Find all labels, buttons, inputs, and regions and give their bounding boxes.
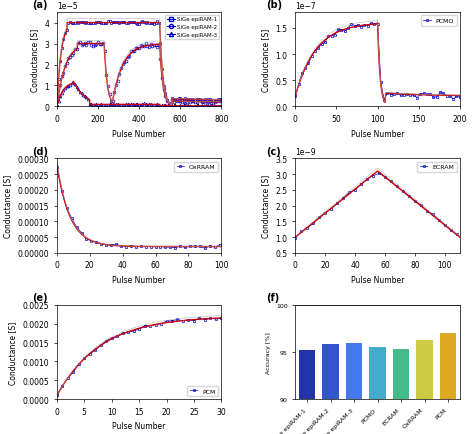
Text: (e): (e): [32, 293, 48, 302]
Legend: PCM: PCM: [187, 386, 218, 396]
Legend: OxRRAM: OxRRAM: [174, 162, 218, 172]
Y-axis label: Conductance [S]: Conductance [S]: [261, 29, 270, 92]
Bar: [440, 333, 456, 434]
Y-axis label: Accuracy [%]: Accuracy [%]: [265, 331, 271, 373]
Text: (c): (c): [266, 146, 281, 156]
Legend: SiGe epiRAM-1, SiGe epiRAM-2, SiGe epiRAM-3: SiGe epiRAM-1, SiGe epiRAM-2, SiGe epiRA…: [165, 16, 219, 39]
Text: (f): (f): [266, 293, 279, 302]
Text: (a): (a): [32, 0, 48, 10]
Bar: [346, 343, 362, 434]
Y-axis label: Conductance [S]: Conductance [S]: [8, 321, 17, 384]
Bar: [322, 345, 339, 434]
Bar: [416, 340, 433, 434]
Text: (d): (d): [32, 146, 48, 156]
X-axis label: Pulse Number: Pulse Number: [112, 129, 166, 138]
Text: (b): (b): [266, 0, 282, 10]
Bar: [393, 349, 409, 434]
Y-axis label: Conductance [S]: Conductance [S]: [3, 174, 12, 238]
X-axis label: Pulse Number: Pulse Number: [112, 276, 166, 284]
Legend: ECRAM: ECRAM: [417, 162, 456, 172]
Legend: PCMO: PCMO: [421, 16, 456, 26]
X-axis label: Pulse Number: Pulse Number: [112, 421, 166, 431]
X-axis label: Pulse Number: Pulse Number: [351, 129, 404, 138]
Bar: [299, 350, 315, 434]
X-axis label: Pulse Number: Pulse Number: [351, 276, 404, 284]
Bar: [369, 348, 386, 434]
Y-axis label: Conductance [S]: Conductance [S]: [261, 174, 270, 238]
Y-axis label: Conductance [S]: Conductance [S]: [30, 29, 39, 92]
